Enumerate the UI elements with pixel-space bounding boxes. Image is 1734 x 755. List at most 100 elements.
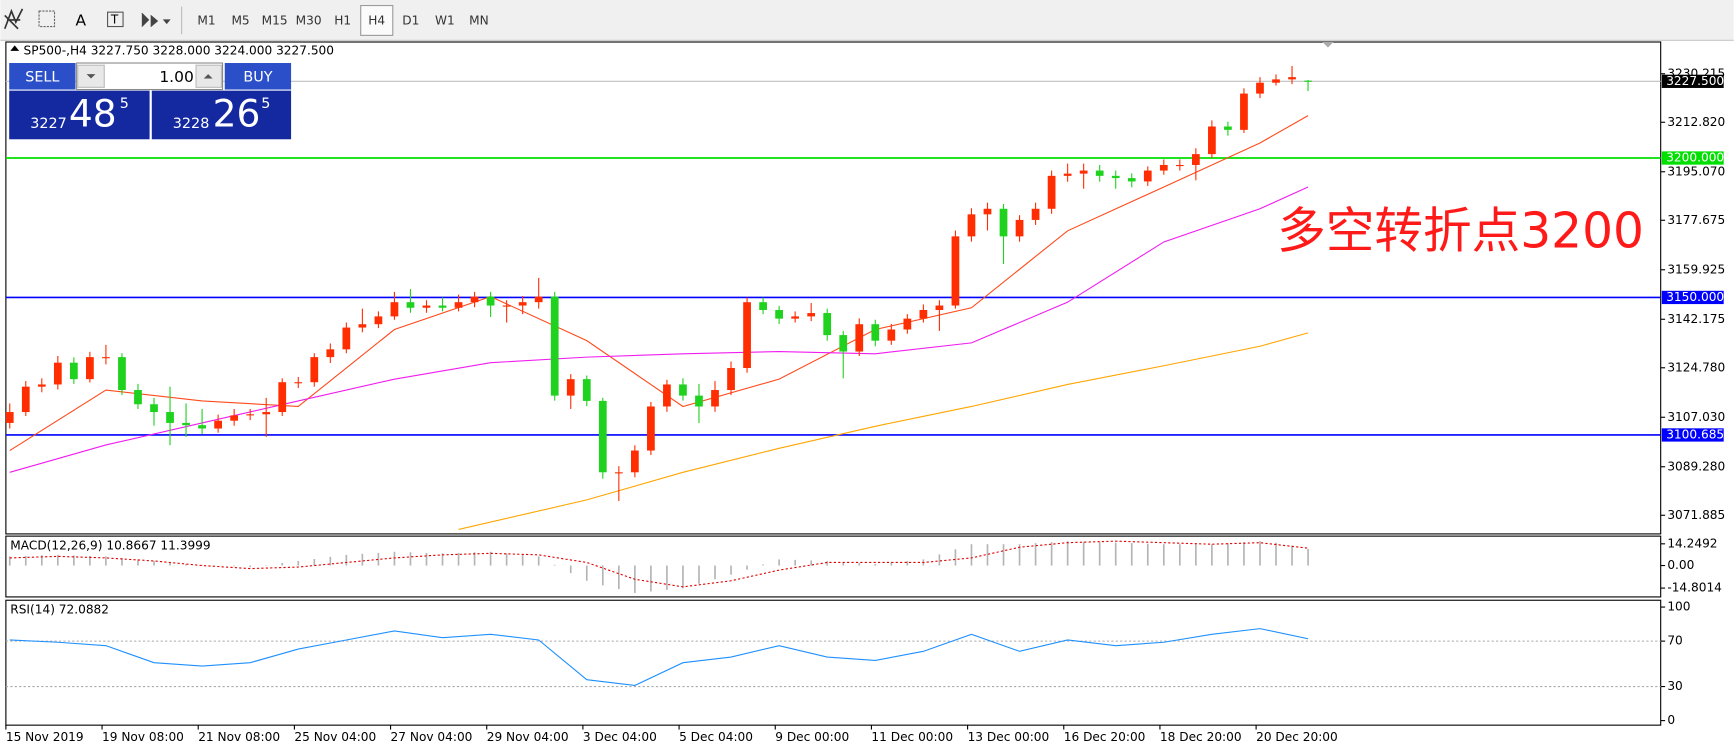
x-tick-label: 25 Nov 04:00 (294, 730, 376, 744)
bid-box[interactable] (9, 90, 150, 140)
fibo-icon[interactable] (38, 10, 56, 28)
text-icon[interactable]: A (76, 12, 87, 30)
candle-body (21, 386, 30, 413)
candle-body (342, 327, 351, 350)
candle-body (839, 335, 848, 352)
timeframe-button[interactable]: M1 (197, 14, 215, 28)
macd-label: MACD(12,26,9) 10.8667 11.3999 (10, 539, 210, 553)
candle-body (518, 302, 527, 306)
candle-body (1272, 79, 1280, 83)
level-label: 3100.685 (1666, 427, 1724, 441)
candle-body (663, 384, 671, 407)
lot-up-icon (203, 74, 213, 79)
candle-body (887, 329, 896, 341)
candle-body (310, 357, 319, 383)
y-tick-label: 3212.820 (1667, 115, 1725, 129)
last-price-label: 3227.500 (1666, 74, 1724, 88)
arrows-icon[interactable] (141, 12, 171, 27)
rsi-label: RSI(14) 72.0882 (10, 603, 109, 617)
candle-body (1191, 154, 1200, 165)
candle-body (246, 414, 255, 416)
ask-tail: 5 (261, 96, 270, 112)
candle-body (294, 382, 303, 384)
candle-body (214, 420, 222, 429)
candle-body (582, 379, 591, 401)
ask-main: 26 (213, 92, 261, 136)
candle-body (502, 305, 511, 307)
x-tick-label: 16 Dec 20:00 (1064, 730, 1146, 744)
candle-body (1031, 208, 1040, 220)
candle-body (182, 422, 190, 426)
candle-body (1127, 178, 1136, 182)
timeframe-button[interactable]: M5 (231, 14, 249, 28)
timeframe-button[interactable]: W1 (435, 14, 455, 28)
timeframe-button[interactable]: H1 (334, 14, 351, 28)
rsi-tick-label: 100 (1667, 600, 1690, 614)
macd-tick-label: 14.2492 (1667, 536, 1717, 550)
timeframes: M1 M5 M15 M30 H1 H4 D1 W1 MN (197, 4, 489, 36)
candle-body (999, 208, 1008, 237)
candle-body (1240, 93, 1248, 130)
candle-body (5, 412, 14, 423)
candle-body (230, 415, 239, 421)
candle-body (470, 296, 479, 303)
candle-body (1047, 175, 1056, 209)
candle-body (1095, 170, 1104, 176)
candle-body (37, 384, 46, 387)
label-icon-t: T (110, 12, 119, 26)
candle-body (951, 236, 960, 306)
lot-down-icon (86, 74, 96, 79)
bid-head: 3227 (30, 116, 67, 132)
candle-body (871, 324, 880, 341)
ask-box[interactable] (151, 90, 292, 140)
candle-body (102, 357, 110, 359)
candle-body (919, 309, 928, 319)
timeframe-button[interactable]: M30 (296, 14, 322, 28)
macd-panel (5, 535, 1662, 598)
candle-body (775, 309, 783, 319)
x-tick-label: 19 Nov 08:00 (102, 730, 184, 744)
y-tick-label: 3142.175 (1667, 312, 1725, 326)
candle-body (278, 382, 287, 413)
candle-body (807, 313, 816, 317)
chart-header: SP500-,H4 3227.750 3228.000 3224.000 322… (24, 43, 334, 57)
candle-body (438, 305, 447, 308)
label-icon[interactable] (107, 11, 124, 28)
y-tick-label: 3177.675 (1667, 213, 1725, 227)
buy-button[interactable] (224, 63, 292, 90)
level-tag (1661, 428, 1724, 442)
x-tick-label: 20 Dec 20:00 (1256, 730, 1338, 744)
x-tick-label: 9 Dec 00:00 (775, 730, 849, 744)
last-price-tag (1661, 74, 1724, 88)
timeframe-button[interactable]: D1 (402, 14, 419, 28)
timeframe-button[interactable]: MN (469, 14, 489, 28)
timeframe-button[interactable]: M15 (262, 14, 288, 28)
candle-body (1111, 175, 1120, 179)
candle-body (1143, 170, 1152, 182)
rsi-line (9, 628, 1309, 686)
sell-button[interactable] (9, 63, 76, 90)
crosshair-icon[interactable] (3, 8, 24, 30)
candle-body (630, 450, 639, 473)
timeframe-button[interactable]: H4 (368, 14, 385, 28)
candle-body (1175, 164, 1184, 167)
candle-body (935, 305, 944, 310)
rsi-tick-label: 30 (1667, 679, 1682, 693)
x-tick-label: 11 Dec 00:00 (871, 730, 953, 744)
candle-body (679, 384, 687, 396)
x-tick-label: 15 Nov 2019 (6, 730, 84, 744)
candle-body (454, 302, 463, 308)
candle-body (791, 316, 800, 319)
candle-body (1288, 77, 1296, 80)
candle-body (150, 404, 158, 413)
macd-tick-label: 0.00 (1667, 558, 1694, 572)
candle-body (759, 302, 767, 310)
y-tick-label: 3071.885 (1667, 508, 1725, 522)
macd-signal (9, 540, 1309, 588)
candle-body (390, 302, 399, 317)
candle-body (1015, 219, 1024, 237)
candle-body (727, 367, 735, 391)
toolbar (0, 0, 1734, 41)
candle-body (711, 390, 719, 407)
